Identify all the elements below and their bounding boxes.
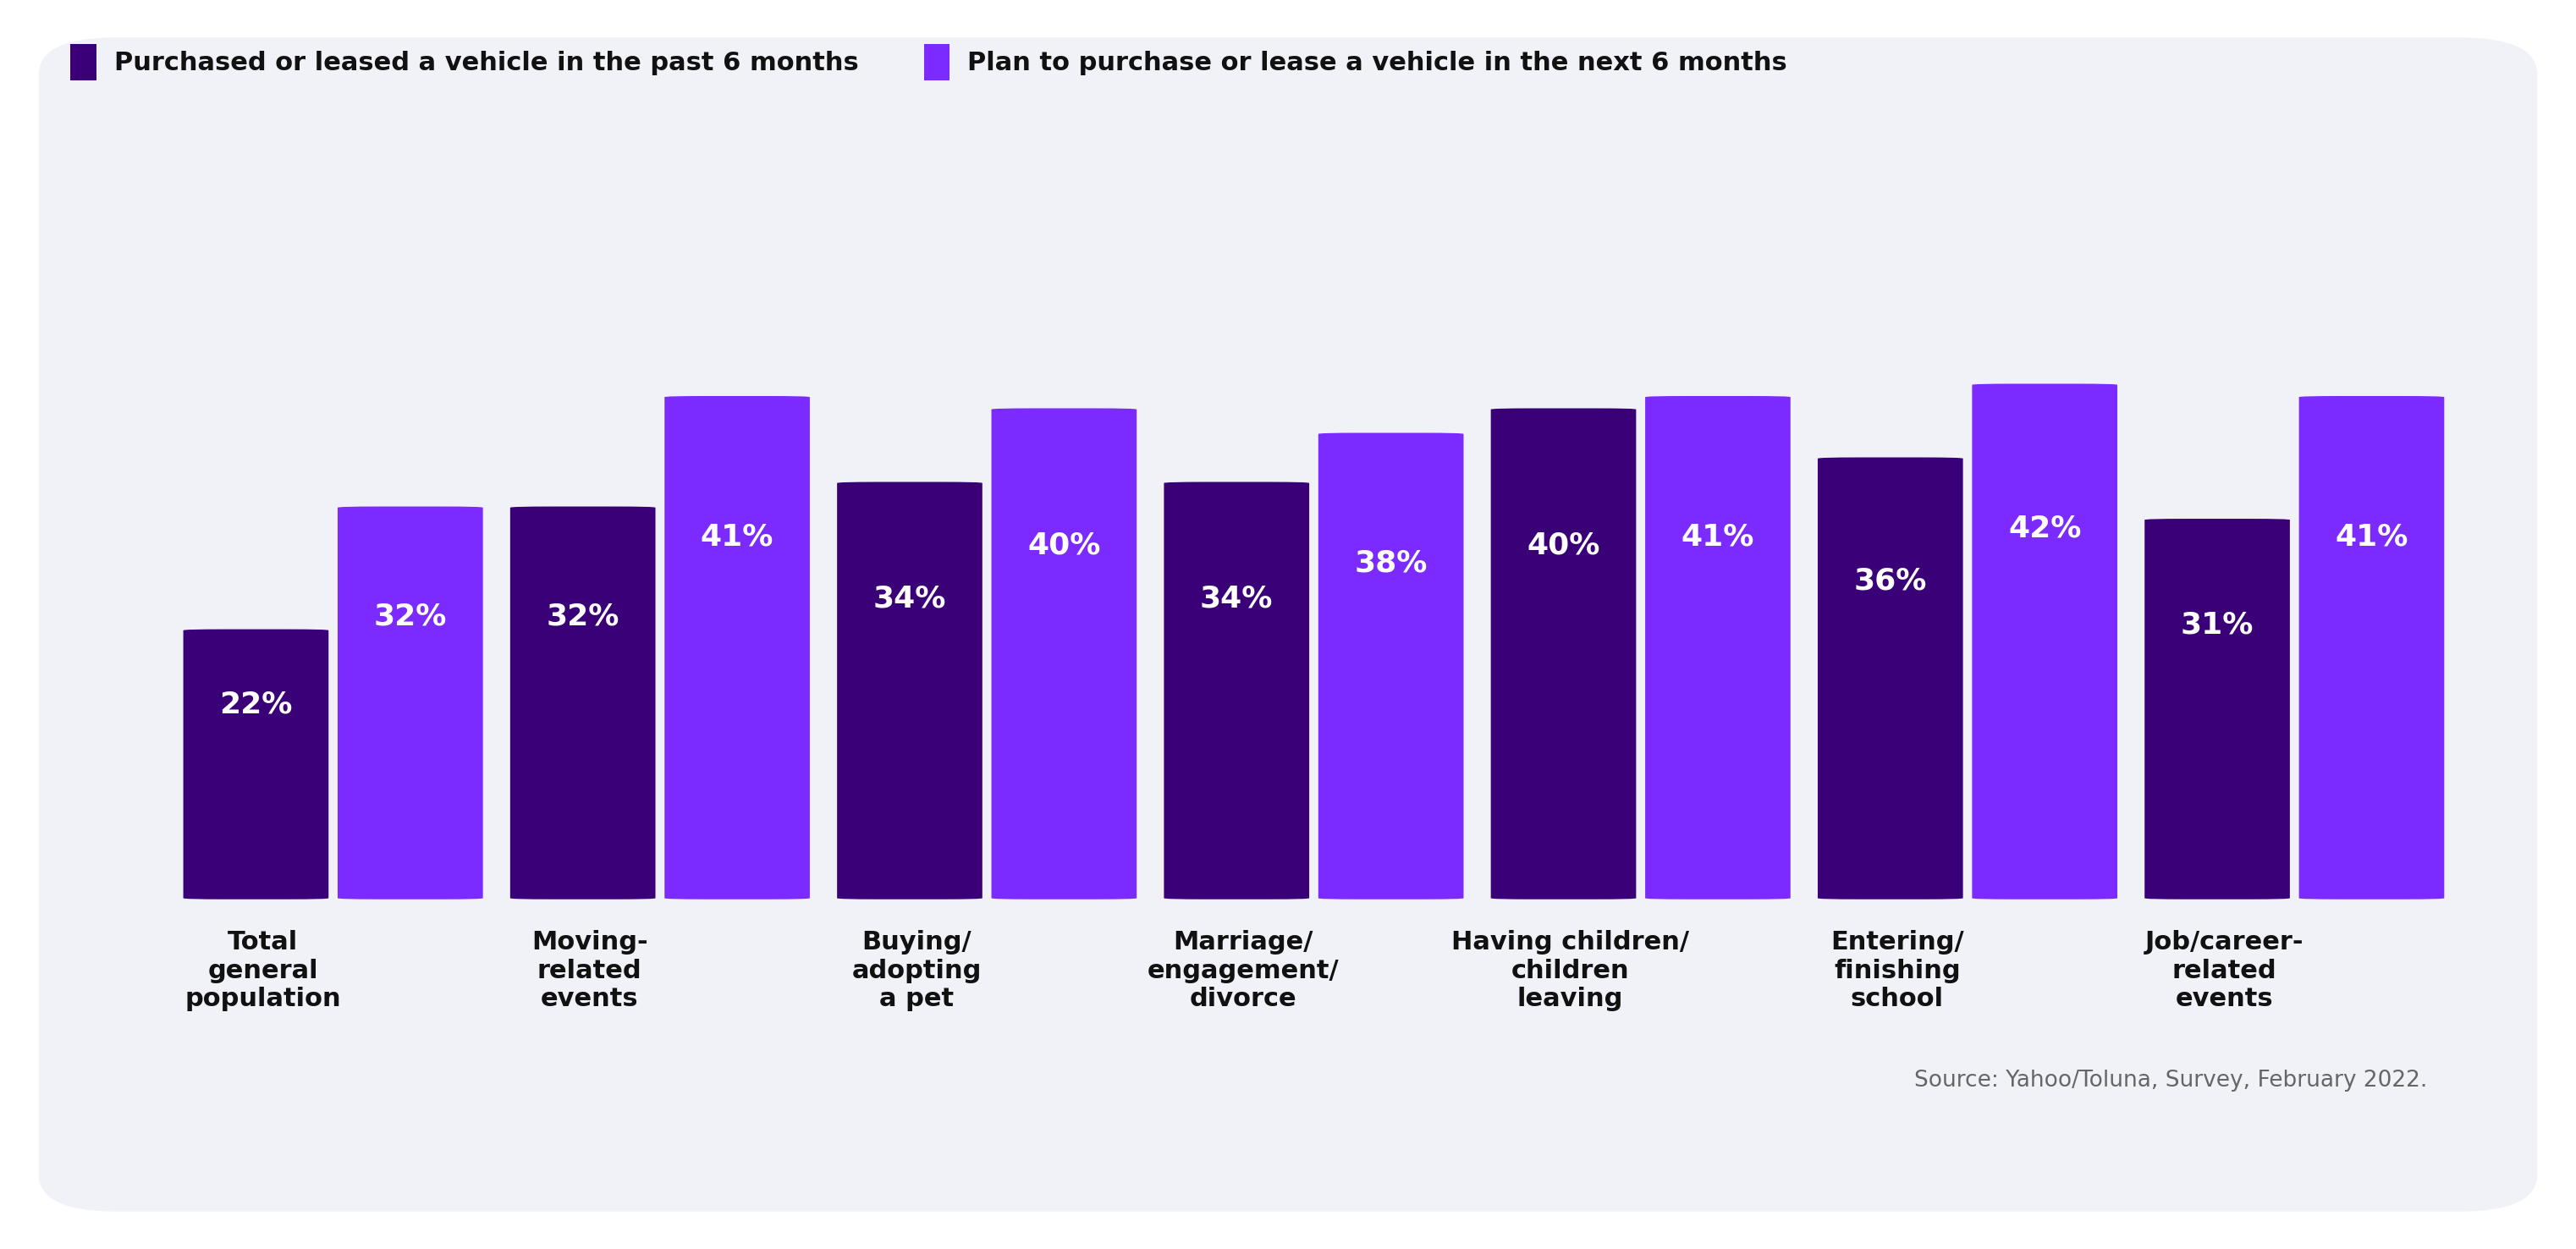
FancyBboxPatch shape: [992, 408, 1136, 899]
FancyBboxPatch shape: [1319, 433, 1463, 899]
Text: Total
general
population: Total general population: [185, 931, 340, 1012]
Text: 32%: 32%: [546, 602, 618, 631]
FancyBboxPatch shape: [837, 482, 981, 899]
FancyBboxPatch shape: [337, 507, 482, 899]
FancyBboxPatch shape: [1492, 408, 1636, 899]
Text: Having children/
children
leaving: Having children/ children leaving: [1450, 931, 1690, 1012]
Text: 42%: 42%: [2009, 513, 2081, 542]
FancyBboxPatch shape: [510, 507, 654, 899]
Text: Entering/
finishing
school: Entering/ finishing school: [1832, 931, 1963, 1012]
Text: 41%: 41%: [1682, 522, 1754, 551]
Text: 41%: 41%: [701, 522, 773, 551]
Text: 36%: 36%: [1855, 567, 1927, 596]
Text: 32%: 32%: [374, 602, 446, 631]
Text: 40%: 40%: [1028, 531, 1100, 560]
Text: 22%: 22%: [219, 691, 294, 719]
FancyBboxPatch shape: [1646, 396, 1790, 899]
Text: Moving-
related
events: Moving- related events: [531, 931, 647, 1012]
FancyBboxPatch shape: [1164, 482, 1309, 899]
Text: Buying/
adopting
a pet: Buying/ adopting a pet: [853, 931, 981, 1012]
Text: 34%: 34%: [873, 585, 945, 613]
Text: 40%: 40%: [1528, 531, 1600, 560]
Text: Source: Yahoo/Toluna, Survey, February 2022.: Source: Yahoo/Toluna, Survey, February 2…: [1914, 1069, 2427, 1092]
Text: Marriage/
engagement/
divorce: Marriage/ engagement/ divorce: [1146, 931, 1340, 1012]
Text: 31%: 31%: [2182, 611, 2254, 639]
FancyBboxPatch shape: [2146, 518, 2290, 899]
Text: 41%: 41%: [2334, 522, 2409, 551]
FancyBboxPatch shape: [2298, 396, 2445, 899]
FancyBboxPatch shape: [1819, 457, 1963, 899]
FancyBboxPatch shape: [183, 629, 330, 899]
FancyBboxPatch shape: [665, 396, 809, 899]
FancyBboxPatch shape: [1973, 383, 2117, 899]
Legend: Purchased or leased a vehicle in the past 6 months, Plan to purchase or lease a : Purchased or leased a vehicle in the pas…: [70, 44, 1788, 80]
Text: Job/career-
related
events: Job/career- related events: [2146, 931, 2303, 1012]
Text: 34%: 34%: [1200, 585, 1273, 613]
Text: 38%: 38%: [1355, 550, 1427, 578]
